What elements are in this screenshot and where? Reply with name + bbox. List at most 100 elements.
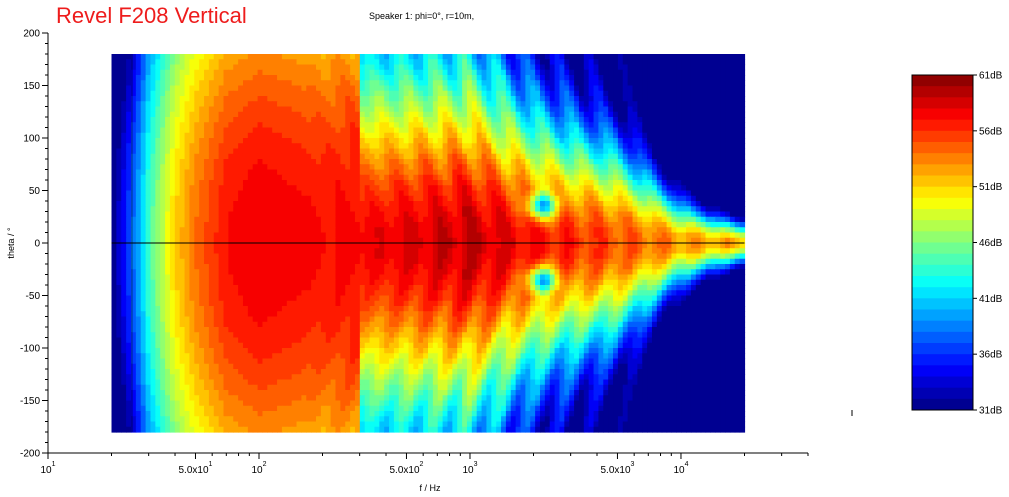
heatmap-cell-481 [554, 69, 561, 76]
heatmap-cell-2563 [564, 153, 570, 160]
heatmap-cell-4287 [729, 222, 736, 228]
heatmap-cell-1306 [140, 106, 147, 113]
heatmap-cell-1225 [379, 101, 385, 108]
heatmap-cell-3105 [671, 174, 677, 181]
heatmap-cell-3985 [525, 211, 531, 218]
heatmap-cell-1928 [637, 127, 643, 134]
heatmap-cell-4960 [208, 253, 215, 260]
heatmap-cell-1006 [578, 90, 585, 97]
heatmap-cell-35 [281, 54, 288, 60]
heatmap-cell-2650 [354, 159, 361, 165]
heatmap-cell-4280 [695, 222, 702, 228]
heatmap-cell-692 [316, 80, 322, 87]
heatmap-cell-4114 [520, 216, 526, 223]
heatmap-cell-4355 [428, 227, 434, 234]
heatmap-cell-2705 [622, 159, 629, 165]
heatmap-cell-554 [277, 75, 283, 81]
heatmap-cell-1291 [700, 101, 707, 108]
heatmap-cell-1092 [364, 96, 371, 102]
heatmap-cell-1925 [622, 127, 629, 134]
heatmap-cell-2424 [520, 148, 526, 155]
heatmap-cell-3003 [174, 174, 181, 181]
heatmap-cell-2867 [145, 169, 152, 176]
heatmap-cell-1831 [165, 127, 171, 134]
heatmap-cell-2757 [242, 164, 249, 171]
heatmap-cell-3668 [247, 201, 254, 207]
heatmap-cell-1640 [501, 117, 507, 123]
heatmap-cell-3472 [559, 190, 565, 197]
heatmap-cell-2401 [408, 148, 414, 155]
heatmap-cell-2942 [510, 169, 517, 176]
heatmap-cell-2912 [364, 169, 371, 176]
heatmap-cell-31 [262, 54, 268, 60]
heatmap-cell-875 [574, 85, 580, 92]
heatmap-cell-2108 [247, 138, 254, 144]
heatmap-cell-3372 [705, 185, 711, 192]
heatmap-cell-1980 [257, 132, 264, 139]
heatmap-cell-1972 [218, 132, 225, 139]
heatmap-cell-3874 [617, 206, 624, 213]
heatmap-cell-51 [359, 54, 366, 60]
heatmap-cell-4495 [476, 232, 483, 239]
heatmap-cell-4677 [729, 237, 736, 244]
heatmap-cell-2548 [491, 153, 497, 160]
heatmap-cell-36 [286, 54, 293, 60]
heatmap-cell-2885 [233, 169, 239, 176]
heatmap-cell-4607 [389, 237, 395, 244]
heatmap-cell-4598 [345, 237, 351, 244]
heatmap-cell-4780 [598, 243, 604, 249]
heatmap-cell-3259 [155, 185, 161, 192]
heatmap-cell-3928 [247, 211, 254, 218]
heatmap-cell-2598 [734, 153, 741, 160]
heatmap-cell-4382 [559, 227, 565, 234]
heatmap-cell-2346 [140, 148, 147, 155]
heatmap-cell-3744 [617, 201, 624, 207]
heatmap-cell-4148 [686, 216, 692, 223]
heatmap-cell-202 [462, 59, 468, 66]
heatmap-cell-3673 [272, 201, 278, 207]
heatmap-cell-4724 [325, 243, 332, 249]
heatmap-cell-3993 [564, 211, 570, 218]
heatmap-cell-3258 [150, 185, 156, 192]
heatmap-cell-1502 [462, 111, 468, 118]
heatmap-cell-1509 [496, 111, 502, 118]
heatmap-cell-1862 [316, 127, 322, 134]
heatmap-cell-4180 [208, 222, 215, 228]
heatmap-cell-3647 [145, 201, 152, 207]
heatmap-cell-511 [700, 69, 707, 76]
heatmap-cell-2786 [384, 164, 390, 171]
heatmap-cell-2712 [656, 159, 663, 165]
heatmap-cell-1385 [525, 106, 531, 113]
heatmap-cell-3519 [155, 195, 161, 202]
heatmap-cell-3989 [544, 211, 551, 218]
heatmap-cell-2569 [593, 153, 600, 160]
heatmap-cell-32 [267, 54, 273, 60]
heatmap-cell-3935 [281, 211, 288, 218]
heatmap-cell-540 [208, 75, 215, 81]
heatmap-cell-147 [194, 59, 200, 66]
heatmap-cell-4132 [608, 216, 614, 223]
heatmap-cell-3724 [520, 201, 526, 207]
heatmap-cell-3980 [501, 211, 507, 218]
heatmap-cell-3217 [583, 180, 590, 186]
heatmap-cell-1998 [345, 132, 351, 139]
heatmap-cell-3814 [325, 206, 332, 213]
heatmap-cell-3899 [739, 206, 746, 213]
heatmap-cell-2959 [593, 169, 600, 176]
heatmap-cell-3046 [384, 174, 390, 181]
heatmap-cell-1593 [272, 117, 278, 123]
heatmap-cell-705 [379, 80, 385, 87]
heatmap-cell-1631 [457, 117, 463, 123]
heatmap-cell-2664 [423, 159, 429, 165]
heatmap-cell-4044 [179, 216, 186, 223]
heatmap-cell-1813 [710, 122, 716, 129]
heatmap-cell-1456 [238, 111, 244, 118]
heatmap-cell-650 [111, 80, 117, 87]
heatmap-cell-1403 [613, 106, 619, 113]
heatmap-cell-1275 [622, 101, 629, 108]
heatmap-cell-909 [739, 85, 746, 92]
heatmap-cell-1458 [247, 111, 254, 118]
heatmap-cell-4417 [729, 227, 736, 234]
heatmap-cell-431 [311, 69, 317, 76]
heatmap-cell-64 [423, 54, 429, 60]
